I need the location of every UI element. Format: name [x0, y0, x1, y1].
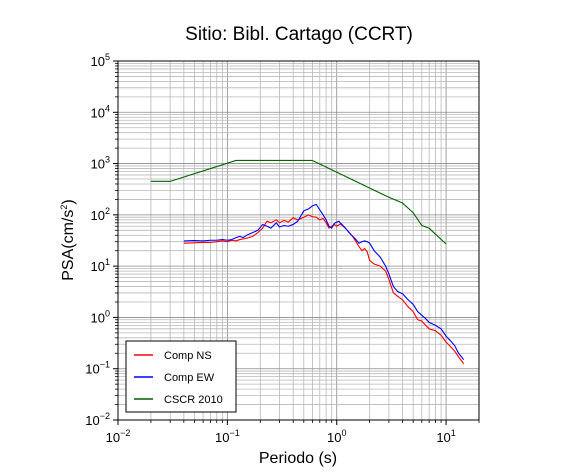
x-axis-label: Periodo (s)	[259, 450, 337, 467]
x-tick-label: 100	[327, 428, 346, 445]
x-ticks: 10−2 10−1 100 101	[106, 420, 480, 445]
legend-items: Comp NS Comp EW CSCR 2010	[134, 350, 223, 406]
series-line-cscr-2010	[150, 159, 447, 245]
plot-frame	[117, 60, 480, 421]
y-tick-label: 10−1	[85, 360, 110, 377]
legend-label: CSCR 2010	[164, 394, 223, 406]
y-axis-label-tail: )	[60, 199, 77, 204]
chart-title: Sitio: Bibl. Cartago (CCRT)	[185, 24, 413, 45]
y-axis-label-base: PSA(cm/s	[60, 210, 77, 281]
x-tick-label: 10−1	[215, 428, 240, 445]
y-ticks: 10−2 10−1 100 101 102 103 104 105	[85, 52, 118, 428]
x-tick-label: 10−2	[106, 428, 131, 445]
y-axis-label-sup: 2	[59, 205, 69, 210]
y-tick-label: 105	[91, 52, 110, 69]
y-tick-label: 100	[91, 308, 110, 325]
y-tick-label: 103	[91, 155, 110, 172]
y-tick-label: 104	[91, 103, 110, 120]
y-tick-label: 10−2	[85, 411, 110, 428]
series-layer	[150, 159, 465, 365]
y-axis-label: PSA(cm/s2)	[59, 199, 77, 280]
legend-label: Comp EW	[164, 372, 215, 384]
legend: Comp NS Comp EW CSCR 2010	[125, 340, 237, 413]
y-tick-label: 102	[91, 206, 110, 223]
legend-label: Comp NS	[164, 350, 212, 362]
x-tick-label: 101	[436, 428, 455, 445]
y-tick-label: 101	[91, 257, 110, 274]
series-line-comp-ew	[183, 203, 465, 361]
